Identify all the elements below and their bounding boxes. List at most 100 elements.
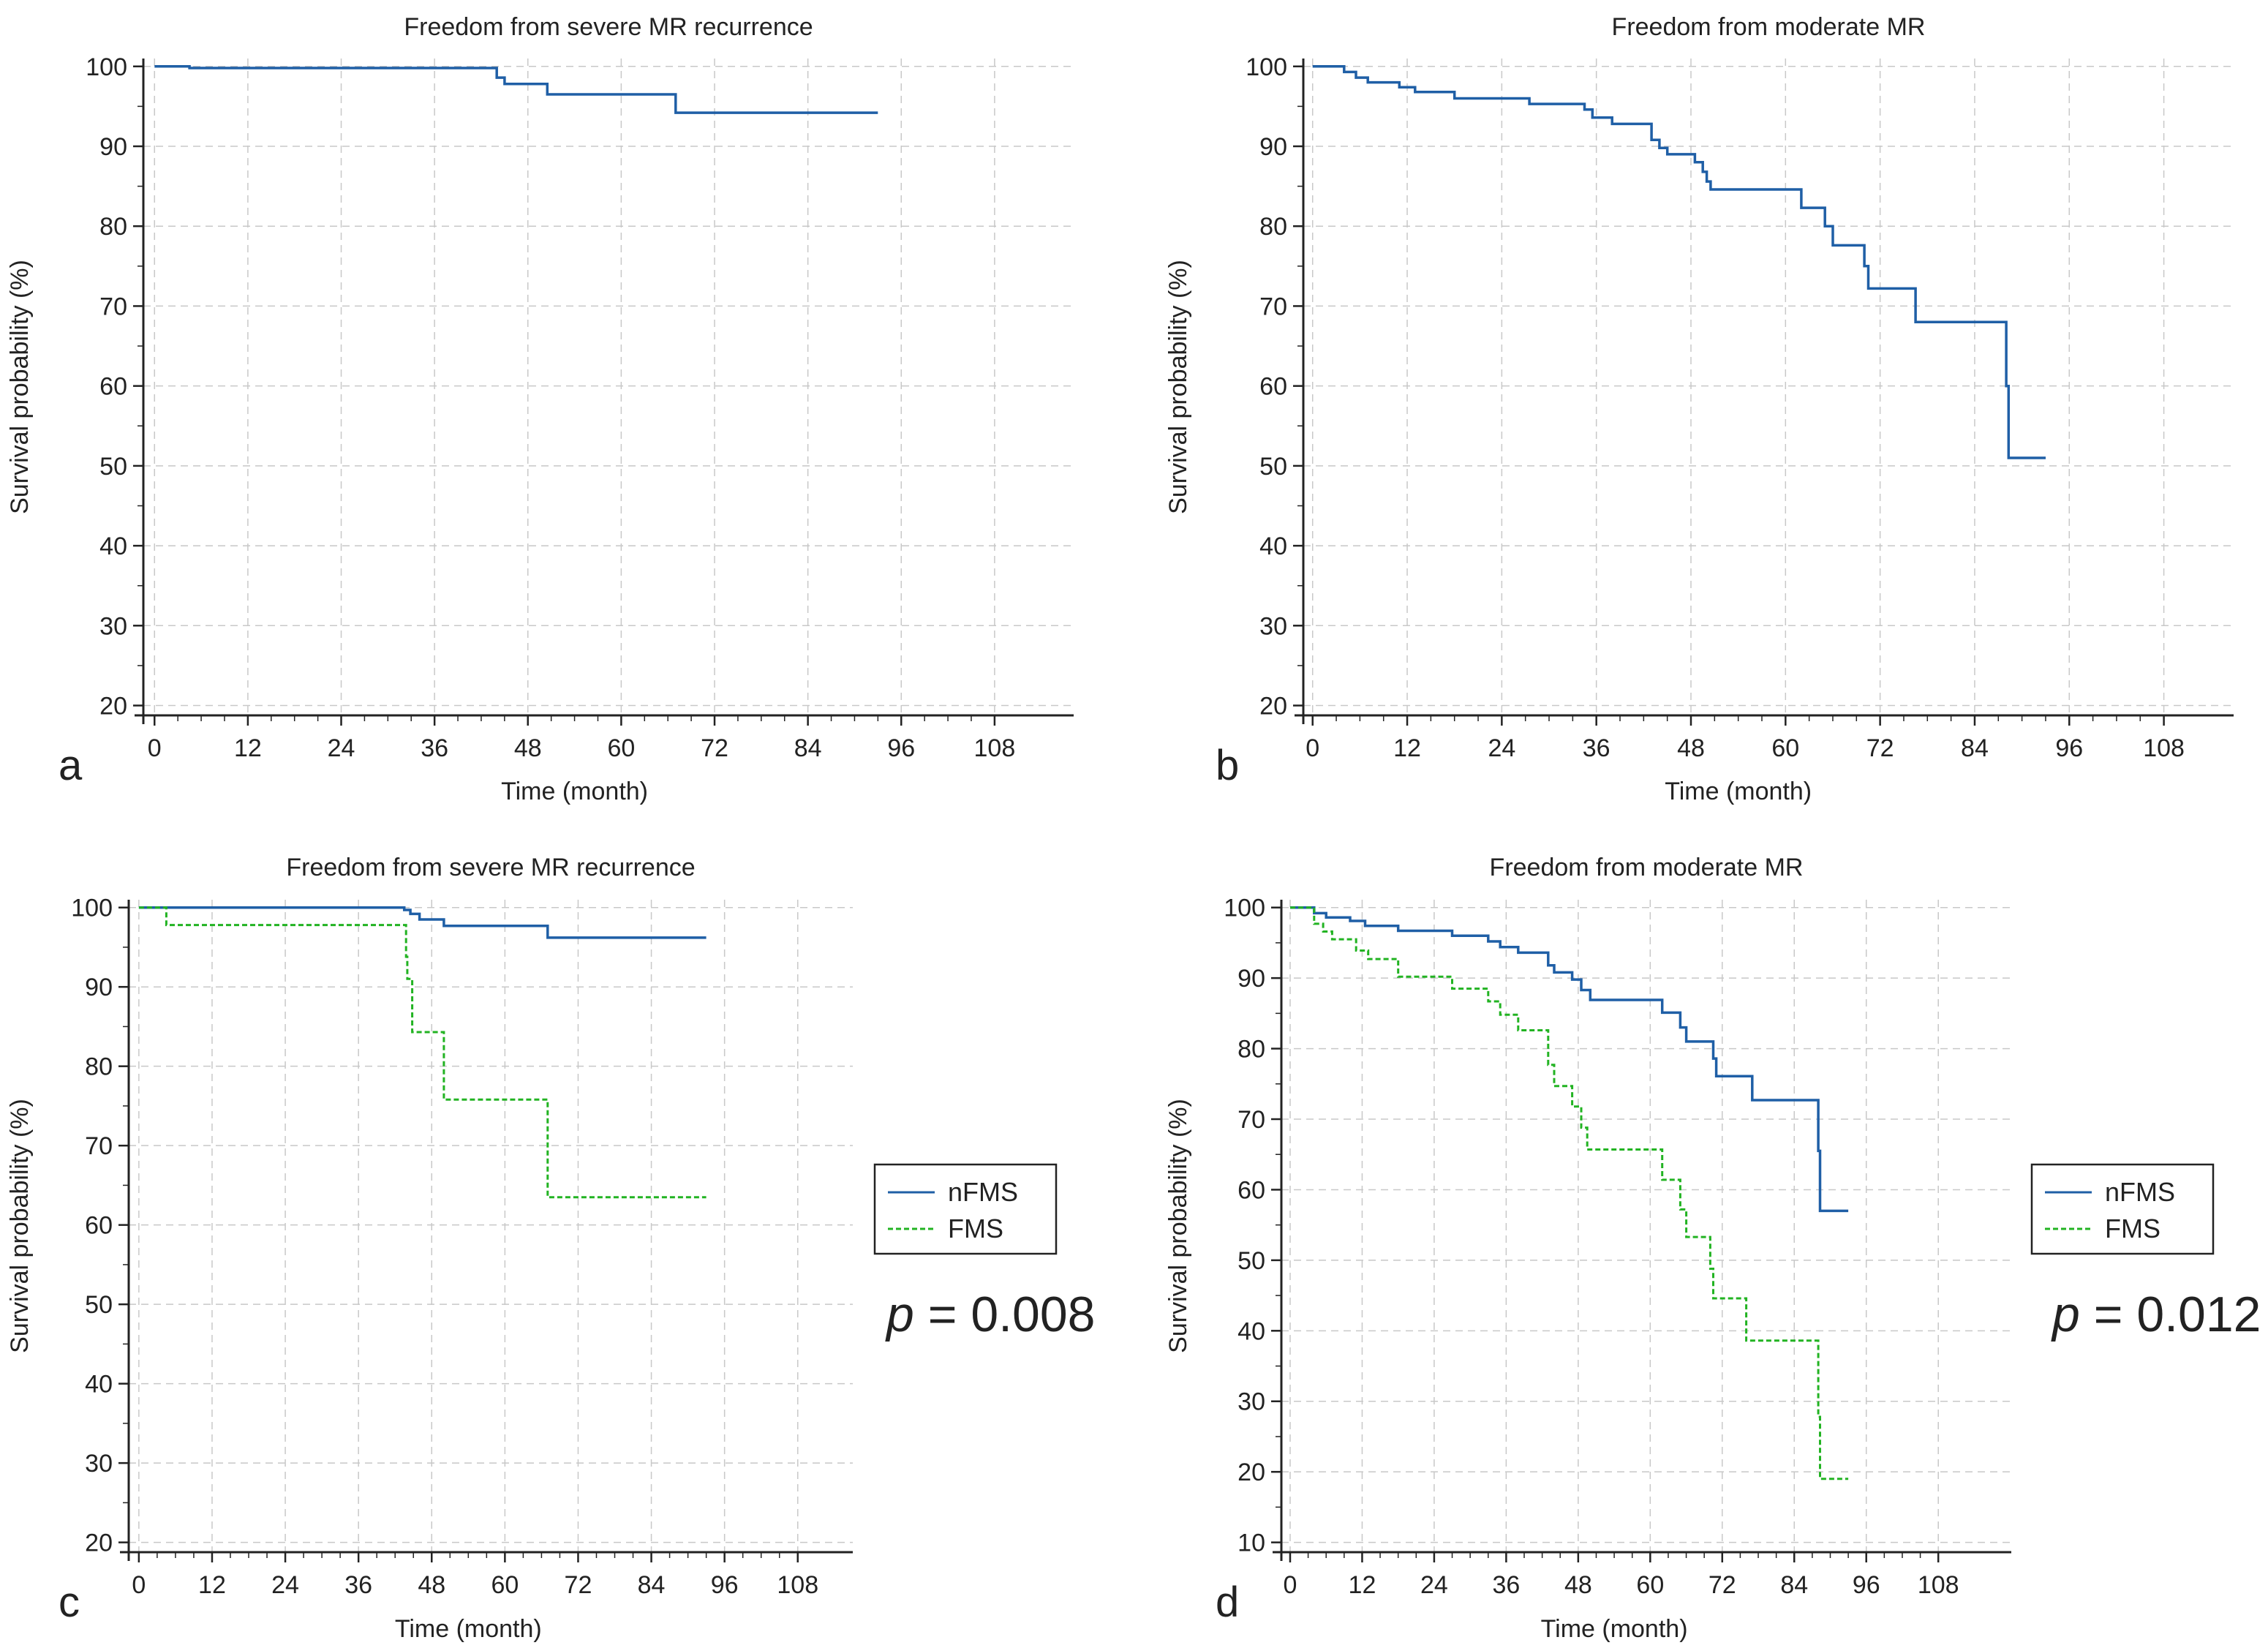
panel-b: 0 12 24 36 48 60 72 84 96 1082030405060708090100 … [1164,13,2234,805]
y-tick-label: 70 [85,1132,113,1160]
p-value-text: = 0.008 [914,1287,1096,1342]
panel-label: d [1216,1579,1239,1626]
legend: nFMS FMS [873,1163,1058,1255]
x-tick-label: 48 [418,1571,445,1599]
p-value-annotation: p = 0.012 [2051,1287,2261,1342]
x-tick-label: 48 [1677,734,1705,762]
panel-d: 0 12 24 36 48 60 72 84 96 108 10 20 30 40 50 60 70 80 90 10… [1164,854,2261,1643]
x-tick-label: 108 [2143,734,2185,762]
panel-a: 0 12 24 36 48 60 72 84 96 1082030405060708090100 … [6,13,1074,805]
y-tick-label: 90 [1259,133,1287,161]
x-tick-label: 0 [1306,734,1319,762]
x-tick-label: 12 [198,1571,226,1599]
y-tick-label: 70 [99,293,127,320]
grid [129,900,853,1552]
axes: 0 12 24 36 48 60 72 84 96 108 10 20 30 40 50 60 70 80 90 10… [1224,895,2011,1599]
y-tick-label: 50 [85,1291,113,1319]
y-tick-label: 60 [85,1212,113,1240]
series-line-nfms [1290,906,1849,1213]
y-tick-label: 20 [1259,693,1287,720]
x-tick-label: 72 [565,1571,592,1599]
x-tick-label: 36 [421,734,448,762]
p-value-text: = 0.012 [2080,1287,2261,1342]
y-tick-label: 80 [99,213,127,241]
x-tick-label: 36 [1583,734,1610,762]
y-tick-label: 90 [1237,965,1265,993]
x-tick-label: 84 [1780,1571,1808,1599]
p-symbol: p [2051,1287,2080,1342]
series [1290,906,1849,1480]
x-axis-label: Time (month) [395,1615,542,1643]
x-axis-label: Time (month) [1541,1615,1688,1643]
x-tick-label: 96 [1853,1571,1880,1599]
x-tick-label: 24 [1488,734,1515,762]
x-tick-label: 48 [1564,1571,1592,1599]
y-tick-label: 90 [85,974,113,1001]
legend-box [873,1163,1058,1255]
x-tick-label: 72 [1708,1571,1736,1599]
y-tick-label: 30 [99,612,127,640]
x-tick-label: 0 [132,1571,146,1599]
y-tick-label: 30 [85,1450,113,1478]
x-tick-label: 24 [328,734,355,762]
legend-label-fms: FMS [2105,1214,2160,1243]
x-tick-label: 36 [1492,1571,1520,1599]
y-tick-label: 80 [1237,1036,1265,1064]
axes: 0 12 24 36 48 60 72 84 96 108 20 30 40 50 60 70 80 90 100 [86,53,1074,762]
x-tick-label: 72 [701,734,728,762]
x-axis-label: Time (month) [1665,778,1812,805]
panel-label: b [1216,742,1239,789]
legend: nFMS FMS [2030,1163,2215,1255]
series [154,65,878,114]
grid [1303,59,2234,715]
x-tick-label: 24 [1420,1571,1448,1599]
legend-label-fms: FMS [948,1214,1003,1243]
panel-c: 0 12 24 36 48 60 72 84 96 1082030405060708090100 … [6,854,1096,1643]
y-tick-label: 20 [99,693,127,720]
x-tick-label: 96 [711,1571,739,1599]
x-tick-label: 72 [1866,734,1894,762]
x-tick-label: 108 [974,734,1016,762]
y-tick-label: 40 [1259,533,1287,560]
y-axis-label: Survival probability (%) [6,1099,34,1353]
y-axis-label: Survival probability (%) [6,260,34,514]
y-tick-label: 60 [1259,373,1287,401]
series-line-all [1312,65,2046,459]
x-tick-label: 60 [1771,734,1799,762]
p-value-annotation: p = 0.008 [885,1287,1096,1342]
x-tick-label: 96 [2055,734,2083,762]
y-tick-label: 50 [99,453,127,481]
y-tick-label: 100 [1224,895,1265,922]
y-tick-label: 80 [85,1053,113,1081]
grid [1281,900,2011,1552]
y-tick-label: 50 [1237,1247,1265,1275]
grid [143,59,1074,715]
panel-label: c [59,1579,80,1626]
legend-box [2030,1163,2215,1255]
y-tick-label: 30 [1237,1388,1265,1416]
axes: 0 12 24 36 48 60 72 84 96 108 20 30 40 50 60 70 80 90 100 [1246,53,2234,762]
x-tick-label: 12 [234,734,262,762]
x-tick-label: 60 [607,734,635,762]
x-tick-label: 108 [777,1571,818,1599]
x-tick-label: 0 [148,734,162,762]
x-axis-label: Time (month) [501,778,648,805]
x-tick-label: 12 [1393,734,1421,762]
x-tick-label: 84 [638,1571,666,1599]
x-tick-label: 0 [1284,1571,1297,1599]
y-tick-label: 10 [1237,1530,1265,1557]
y-tick-label: 40 [1237,1317,1265,1345]
y-tick-label: 100 [86,53,127,81]
series [138,906,707,1199]
y-axis-label: Survival probability (%) [1164,1099,1192,1353]
series-line-fms [138,906,707,1199]
legend-label-nfms: nFMS [2105,1177,2175,1207]
series-line-nfms [138,906,707,939]
chart-title: Freedom from moderate MR [1490,854,1804,881]
y-tick-label: 60 [1237,1176,1265,1204]
x-tick-label: 84 [794,734,822,762]
y-tick-label: 70 [1259,293,1287,320]
y-tick-label: 60 [99,373,127,401]
series-line-all [154,65,878,114]
